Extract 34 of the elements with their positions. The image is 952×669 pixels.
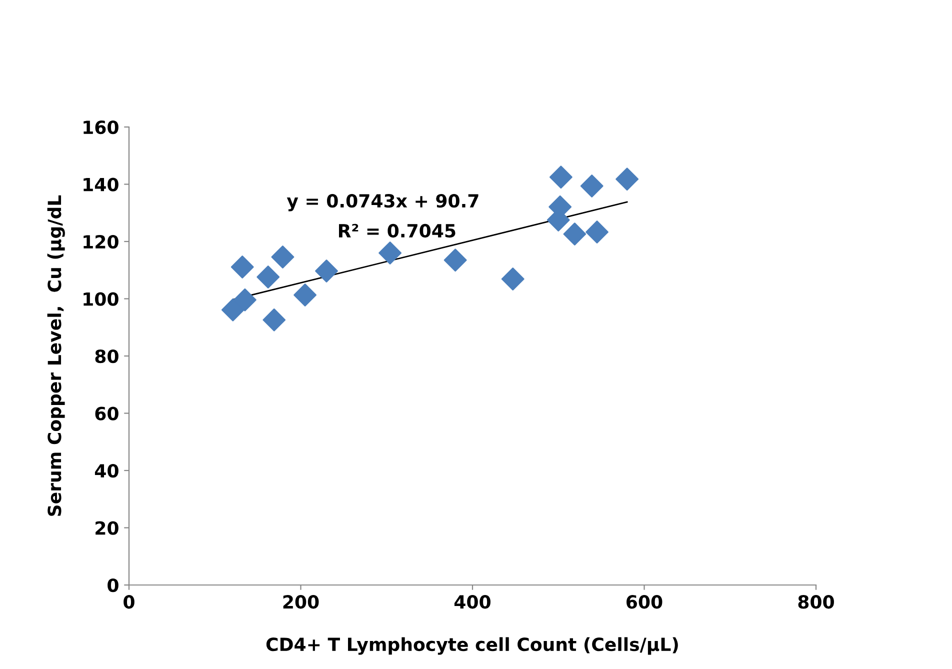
y-tick-label: 40 bbox=[94, 464, 118, 478]
y-tick-label: 160 bbox=[84, 120, 118, 134]
y-tick-label: 100 bbox=[84, 292, 118, 306]
point bbox=[221, 298, 244, 322]
point bbox=[501, 268, 524, 290]
y-tick-label: 0 bbox=[108, 578, 118, 592]
point bbox=[586, 220, 608, 244]
point bbox=[262, 308, 286, 332]
x-axis-title: CD4+ T Lymphocyte cell Count (Cells/µL) bbox=[266, 637, 678, 655]
point bbox=[580, 174, 604, 198]
x-tick-label: 400 bbox=[454, 595, 490, 609]
annotation: y = 0.0743x + 90.7 bbox=[286, 194, 478, 212]
point bbox=[294, 284, 316, 306]
point bbox=[315, 260, 338, 282]
x-tick-label: 800 bbox=[798, 595, 834, 609]
y-tick-label: 20 bbox=[96, 521, 118, 535]
point bbox=[616, 168, 639, 191]
x-tick-label: 600 bbox=[626, 595, 662, 609]
point bbox=[230, 256, 254, 278]
point bbox=[233, 288, 256, 312]
y-tick-label: 140 bbox=[84, 178, 118, 192]
y-tick-label: 60 bbox=[95, 406, 118, 420]
point bbox=[550, 166, 572, 189]
y-tick-label: 80 bbox=[95, 349, 118, 364]
point bbox=[256, 266, 280, 288]
point bbox=[271, 246, 294, 268]
x-tick-label: 0 bbox=[124, 595, 134, 609]
point bbox=[378, 241, 402, 264]
x-tick-label: 200 bbox=[283, 595, 319, 609]
point bbox=[563, 222, 586, 246]
annotation: R² = 0.7045 bbox=[338, 224, 456, 238]
y-tick-label: 120 bbox=[84, 234, 118, 249]
y-axis-title: Serum Copper Level, Cu (µg/dL bbox=[47, 195, 65, 516]
point bbox=[444, 248, 467, 272]
